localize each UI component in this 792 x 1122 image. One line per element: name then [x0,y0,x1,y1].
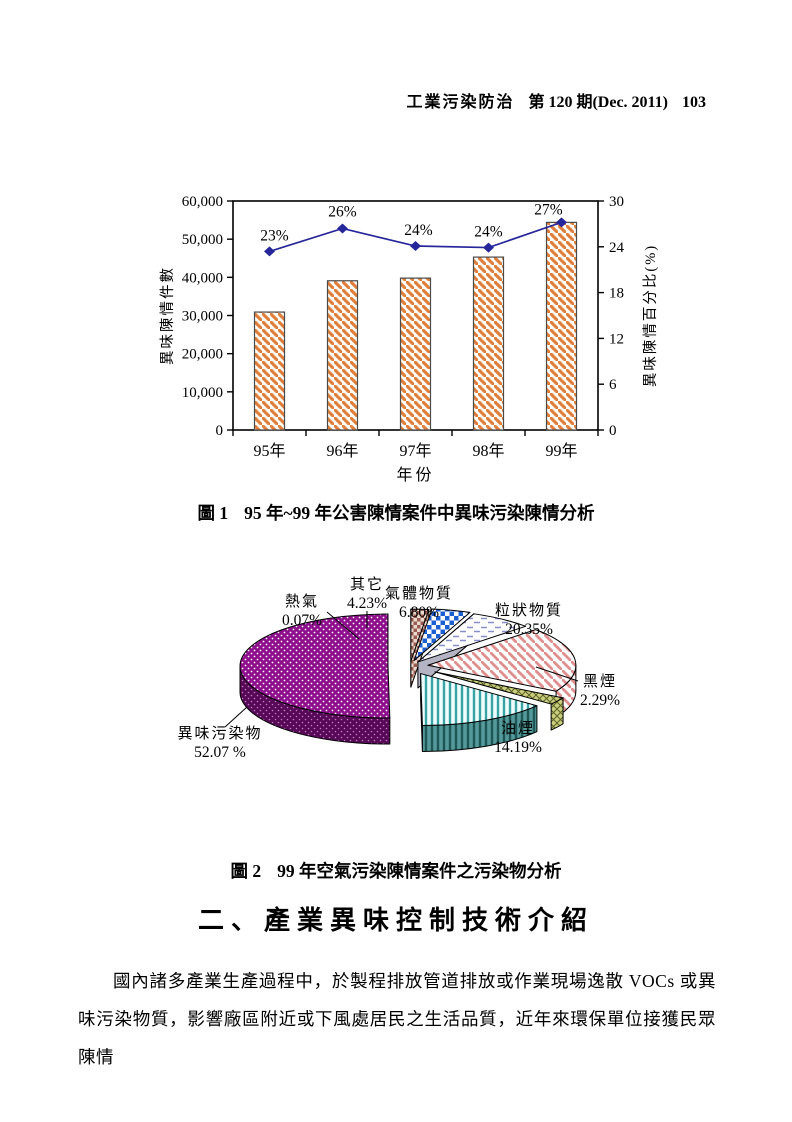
svg-text:粒狀物質: 粒狀物質 [495,601,563,619]
figure1-caption: 圖 1 95 年~99 年公害陳情案件中異味污染陳情分析 [0,500,792,525]
svg-text:油煙: 油煙 [501,720,535,737]
figure2-caption-text: 99 年空氣污染陳情案件之污染物分析 [277,861,562,881]
svg-text:52.07 %: 52.07 % [194,744,246,761]
svg-text:年份: 年份 [396,466,434,484]
svg-text:黑煙: 黑煙 [583,673,617,690]
page-header: 工業污染防治 第 120 期(Dec. 2011) 103 [406,88,706,112]
section-heading: 二、產業異味控制技術介紹 [197,906,594,935]
svg-text:40,000: 40,000 [182,270,223,286]
svg-text:99年: 99年 [545,442,577,460]
svg-text:96年: 96年 [326,442,358,460]
svg-text:14.19%: 14.19% [494,739,542,756]
svg-text:6: 6 [609,377,617,393]
svg-text:23%: 23% [260,227,289,244]
svg-text:24%: 24% [474,224,503,241]
svg-text:0: 0 [216,423,224,439]
svg-text:異味陳情百分比(%): 異味陳情百分比(%) [642,244,659,387]
svg-text:50,000: 50,000 [182,232,223,248]
journal-title: 工業污染防治 [406,94,515,111]
svg-text:30: 30 [609,194,624,210]
svg-text:4.23%: 4.23% [347,595,387,612]
svg-text:其它: 其它 [350,575,384,593]
figure1-caption-text: 95 年~99 年公害陳情案件中異味污染陳情分析 [244,503,595,523]
svg-text:異味陳情件數: 異味陳情件數 [159,266,176,365]
page-number: 103 [682,94,706,111]
svg-text:20.35%: 20.35% [505,621,553,638]
svg-text:26%: 26% [328,203,357,220]
figure1-caption-label: 圖 1 [197,503,229,523]
svg-text:97年: 97年 [399,442,431,460]
issue-label: 第 120 期(Dec. 2011) [528,94,668,111]
figure2-caption: 圖 2 99 年空氣污染陳情案件之污染物分析 [0,858,792,883]
svg-text:30,000: 30,000 [182,309,223,325]
svg-text:98年: 98年 [472,442,504,460]
svg-text:0.07%: 0.07% [282,612,322,629]
svg-text:24%: 24% [404,222,433,239]
svg-text:0: 0 [609,423,617,439]
figure1-bar-line-chart: 0 10,000 20,000 30,000 40,000 50,000 60,000 0 6 1… [150,185,690,485]
svg-text:60,000: 60,000 [182,194,223,210]
figure2-caption-label: 圖 2 [230,861,262,881]
svg-text:24: 24 [609,240,625,256]
figure2-pie-chart: 異味污染物 52.07 % 熱氣 0.07% 其它 4.23% 氣體物質 6.80% 粒狀物質 2… [130,562,690,792]
bar-chart-svg: 0 10,000 20,000 30,000 40,000 50,000 60,000 0 6 1… [159,194,659,484]
svg-text:熱氣: 熱氣 [285,593,319,610]
svg-text:6.80%: 6.80% [399,604,439,621]
svg-text:18: 18 [609,286,624,302]
svg-text:27%: 27% [534,201,563,218]
svg-text:20,000: 20,000 [182,347,223,363]
pie-chart-svg: 異味污染物 52.07 % 熱氣 0.07% 其它 4.23%氣體物質 6.80% 粒狀物質 2… [177,575,620,761]
svg-text:2.29%: 2.29% [580,692,620,709]
svg-text:95年: 95年 [253,442,285,460]
svg-text:12: 12 [609,331,624,347]
body-paragraph: 國內諸多產業生產過程中，於製程排放管道排放或作業現場逸散 VOCs 或異味污染物… [78,971,716,1067]
svg-text:異味污染物: 異味污染物 [177,725,262,742]
svg-text:氣體物質: 氣體物質 [385,584,453,602]
svg-text:10,000: 10,000 [182,385,223,401]
